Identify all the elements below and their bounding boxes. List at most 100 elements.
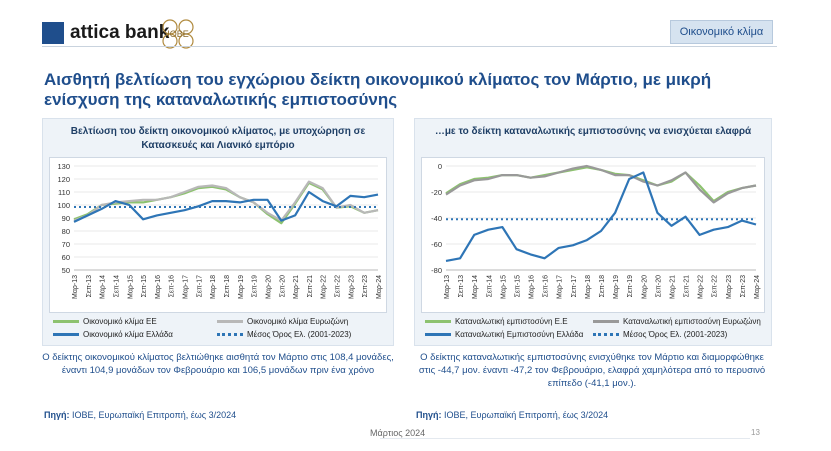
legend-swatch-average-consumer — [593, 333, 619, 337]
left-chart-title: Βελτίωση του δείκτη οικονομικού κλίματος… — [70, 126, 366, 151]
left-chart-panel: Βελτίωση του δείκτη οικονομικού κλίματος… — [42, 118, 394, 346]
legend-item-average-consumer: Μέσος Όρος Ελ. (2001-2023) — [593, 330, 727, 339]
attica-logo-icon — [42, 22, 64, 44]
legend-label-greece-consumer: Καταναλωτική Εμπιστοσύνη Ελλάδα — [455, 330, 584, 339]
x-tick-label: Μαρ-21 — [293, 275, 300, 299]
y-tick-label: 90 — [62, 214, 70, 223]
right-chart-area: -80 -60 -40 -20 0 Μαρ-13 Σεπ-13 Μαρ-14 Σεπ-14 Μαρ… — [421, 157, 765, 313]
y-tick-label: 60 — [62, 253, 70, 262]
legend-item-eu-consumer: Καταναλωτική εμπιστοσύνη Ε.Ε — [425, 317, 568, 326]
legend-swatch-eu-consumer — [425, 320, 451, 324]
x-tick-label: Σεπ-21 — [307, 275, 314, 298]
legend-item-average: Μέσος Όρος Ελ. (2001-2023) — [217, 330, 351, 339]
y-tick-label: 50 — [62, 266, 70, 275]
right-chart-legend: Καταναλωτική εμπιστοσύνη Ε.Ε Καταναλωτικ… — [425, 317, 767, 343]
left-chart-legend: Οικονομικό κλίμα ΕΕ Οικονομικό κλίμα Ευρ… — [53, 317, 389, 343]
right-source-text: ΙΟΒΕ, Ευρωπαϊκή Επιτροπή, έως 3/2024 — [444, 410, 609, 420]
x-tick-label: Μαρ-13 — [444, 275, 451, 299]
footer-date: Μάρτιος 2024 — [370, 428, 426, 438]
x-tick-label: Σεπ-16 — [169, 275, 176, 298]
x-tick-label: Σεπ-19 — [627, 275, 634, 298]
x-tick-label: Μαρ-15 — [127, 275, 134, 299]
y-tick-label: 70 — [62, 240, 70, 249]
x-tick-label: Μαρ-15 — [500, 275, 507, 299]
x-tick-label: Μαρ-18 — [585, 275, 592, 299]
series-line-2 — [445, 171, 757, 262]
left-line-chart: 50 60 70 80 90 100 110 120 130 Μαρ-13 Σεπ-13 Μαρ-14… — [57, 162, 383, 299]
right-source-label: Πηγή: — [416, 410, 442, 420]
x-tick-label: Μαρ-24 — [376, 275, 383, 299]
legend-swatch-eu — [53, 320, 79, 324]
x-tick-label: Σεπ-13 — [86, 275, 93, 298]
x-tick-label: Σεπ-22 — [712, 275, 719, 298]
section-tag: Οικονομικό κλίμα — [670, 20, 773, 44]
x-tick-label: Σεπ-15 — [514, 275, 521, 298]
x-tick-label: Μαρ-19 — [613, 275, 620, 299]
left-source-label: Πηγή: — [44, 410, 70, 420]
x-tick-label: Μαρ-21 — [669, 275, 676, 299]
x-tick-label: Σεπ-23 — [362, 275, 369, 298]
x-tick-label: Σεπ-20 — [655, 275, 662, 298]
y-tick-label: 0 — [438, 162, 442, 171]
logo-text: attica bank — [70, 22, 170, 43]
x-tick-label: Σεπ-18 — [224, 275, 231, 298]
legend-item-greece-consumer: Καταναλωτική Εμπιστοσύνη Ελλάδα — [425, 330, 583, 339]
iobe-logo-icon: IOBE — [162, 19, 194, 49]
x-tick-label: Μαρ-17 — [183, 275, 190, 299]
x-tick-label: Μαρ-16 — [155, 275, 162, 299]
y-tick-label: 80 — [62, 227, 70, 236]
legend-swatch-average — [217, 333, 243, 337]
x-tick-label: Σεπ-22 — [335, 275, 342, 298]
x-tick-label: Μαρ-20 — [265, 275, 272, 299]
footer-divider — [380, 438, 750, 439]
y-tick-label: 120 — [57, 175, 70, 184]
legend-label-average: Μέσος Όρος Ελ. (2001-2023) — [247, 330, 352, 339]
page-number: 13 — [751, 428, 760, 437]
legend-item-eurozone: Οικονομικό κλίμα Ευρωζώνη — [217, 317, 348, 326]
right-line-chart: -80 -60 -40 -20 0 Μαρ-13 Σεπ-13 Μαρ-14 Σεπ-14 Μαρ… — [431, 162, 761, 299]
right-chart-title: …με το δείκτη καταναλωτικής εμπιστοσύνης… — [434, 126, 752, 137]
right-source: Πηγή: ΙΟΒΕ, Ευρωπαϊκή Επιτροπή, έως 3/20… — [416, 410, 608, 420]
x-tick-label: Μαρ-19 — [238, 275, 245, 299]
legend-label-eu: Οικονομικό κλίμα ΕΕ — [83, 317, 157, 326]
x-tick-label: Σεπ-21 — [684, 275, 691, 298]
series-line-0 — [445, 166, 757, 203]
x-tick-label: Μαρ-14 — [472, 275, 479, 299]
legend-item-eu: Οικονομικό κλίμα ΕΕ — [53, 317, 157, 326]
x-tick-label: Σεπ-17 — [196, 275, 203, 298]
legend-swatch-greece — [53, 333, 79, 337]
y-tick-label: -60 — [431, 240, 442, 249]
left-source: Πηγή: ΙΟΒΕ, Ευρωπαϊκή Επιτροπή, έως 3/20… — [44, 410, 236, 420]
x-tick-label: Μαρ-22 — [321, 275, 328, 299]
iobe-logo-text: IOBE — [167, 29, 189, 39]
y-tick-label: -40 — [431, 214, 442, 223]
x-tick-label: Μαρ-24 — [754, 275, 761, 299]
x-tick-label: Μαρ-14 — [100, 275, 107, 299]
attica-bank-logo: attica bank IOBE — [42, 18, 202, 52]
y-tick-label: 100 — [57, 201, 70, 210]
y-tick-label: 130 — [57, 162, 70, 171]
right-comment: Ο δείκτης καταναλωτικής εμπιστοσύνης ενι… — [418, 352, 766, 389]
x-tick-label: Σεπ-13 — [458, 275, 465, 298]
x-tick-label: Σεπ-20 — [279, 275, 286, 298]
legend-item-greece: Οικονομικό κλίμα Ελλάδα — [53, 330, 173, 339]
page-title: Αισθητή βελτίωση του εγχώριου δείκτη οικ… — [44, 70, 712, 109]
left-comment: Ο δείκτης οικονομικού κλίματος βελτιώθηκ… — [42, 352, 394, 376]
legend-label-average-consumer: Μέσος Όρος Ελ. (2001-2023) — [623, 330, 728, 339]
legend-swatch-eurozone — [217, 320, 243, 324]
x-tick-label: Σεπ-18 — [599, 275, 606, 298]
x-tick-label: Σεπ-17 — [571, 275, 578, 298]
x-tick-label: Μαρ-22 — [698, 275, 705, 299]
legend-label-greece: Οικονομικό κλίμα Ελλάδα — [83, 330, 173, 339]
y-tick-label: -80 — [431, 266, 442, 275]
x-tick-label: Μαρ-13 — [72, 275, 79, 299]
y-tick-label: 110 — [58, 188, 70, 197]
x-tick-label: Μαρ-18 — [210, 275, 217, 299]
x-tick-label: Μαρ-20 — [641, 275, 648, 299]
header-divider — [42, 46, 777, 47]
x-tick-label: Μαρ-23 — [348, 275, 355, 299]
right-chart-panel: …με το δείκτη καταναλωτικής εμπιστοσύνης… — [414, 118, 772, 346]
x-tick-label: Σεπ-23 — [740, 275, 747, 298]
x-tick-label: Σεπ-16 — [543, 275, 550, 298]
legend-label-eurozone: Οικονομικό κλίμα Ευρωζώνη — [247, 317, 349, 326]
